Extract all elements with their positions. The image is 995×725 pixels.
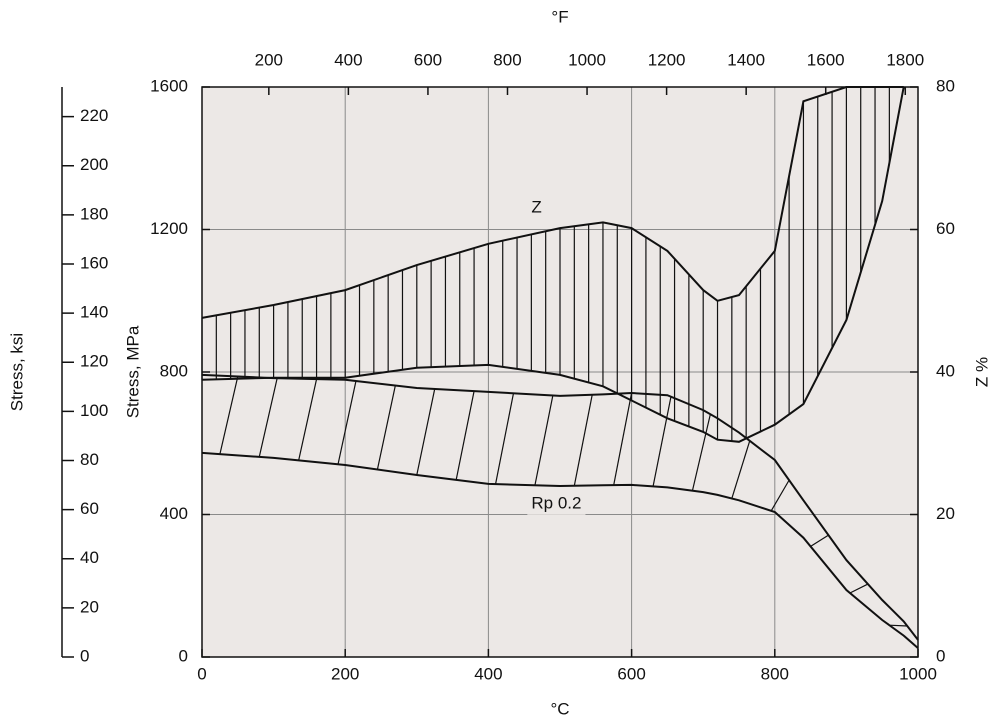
hatch	[494, 393, 515, 485]
x-tick-label: 600	[617, 664, 645, 683]
y3-tick-label: 180	[80, 204, 108, 223]
x2-tick-label: 800	[493, 50, 521, 69]
y2-tick-label: 0	[936, 646, 945, 665]
x2-axis-label: °F	[551, 7, 568, 26]
y3-tick-label: 160	[80, 253, 108, 272]
y3-axis-label: Stress, ksi	[7, 333, 26, 411]
y-tick-label: 400	[160, 504, 188, 523]
y2-tick-label: 40	[936, 361, 955, 380]
hatch	[534, 395, 554, 486]
y-axis-label: Stress, MPa	[123, 325, 142, 418]
x-tick-label: 800	[761, 664, 789, 683]
curve	[201, 451, 919, 649]
hatch	[416, 388, 436, 476]
x2-tick-label: 1800	[886, 50, 924, 69]
y-tick-label: 0	[179, 646, 188, 665]
x-tick-label: 0	[197, 664, 206, 683]
y3-tick-label: 120	[80, 352, 108, 371]
y3-tick-label: 80	[80, 450, 99, 469]
x2-tick-label: 1200	[648, 50, 686, 69]
y3-tick-label: 20	[80, 597, 99, 616]
annotation-bg	[527, 197, 546, 220]
y2-tick-label: 80	[936, 76, 955, 95]
y3-tick-label: 220	[80, 106, 108, 125]
hatch	[219, 376, 239, 455]
hatch	[889, 624, 908, 627]
y3-tick-label: 40	[80, 548, 99, 567]
curve	[201, 86, 905, 443]
curve	[201, 86, 904, 319]
hatch	[731, 440, 751, 499]
hatch	[770, 479, 790, 512]
hatch	[573, 394, 593, 486]
x-tick-label: 200	[331, 664, 359, 683]
x-tick-label: 1000	[899, 664, 937, 683]
hatch	[376, 385, 396, 470]
x-axis-label: °C	[550, 699, 569, 718]
hatch	[258, 378, 278, 457]
hatch	[298, 378, 318, 461]
y3-tick-label: 140	[80, 303, 108, 322]
annotation: Rp 0.2	[531, 493, 581, 512]
curve	[201, 373, 919, 641]
x2-tick-label: 400	[334, 50, 362, 69]
x-tick-label: 400	[474, 664, 502, 683]
hatch	[652, 396, 672, 487]
y3-tick-label: 60	[80, 499, 99, 518]
y3-tick-label: 200	[80, 155, 108, 174]
x2-tick-label: 1000	[568, 50, 606, 69]
hatch	[810, 534, 829, 547]
x2-tick-label: 1400	[727, 50, 765, 69]
y-tick-label: 800	[160, 361, 188, 380]
y2-tick-label: 20	[936, 504, 955, 523]
annotation-bg	[527, 492, 586, 515]
y3-tick-label: 100	[80, 401, 108, 420]
hatch	[691, 414, 711, 491]
annotation: Z	[531, 198, 541, 217]
x2-tick-label: 600	[414, 50, 442, 69]
hatch	[337, 380, 357, 465]
x2-tick-label: 200	[255, 50, 283, 69]
x2-tick-label: 1600	[807, 50, 845, 69]
y3-tick-label: 0	[80, 646, 89, 665]
y2-tick-label: 60	[936, 219, 955, 238]
hatch	[455, 391, 475, 480]
y-tick-label: 1200	[150, 219, 188, 238]
y2-axis-label: Z %	[972, 357, 991, 387]
y-tick-label: 1600	[150, 76, 188, 95]
hatch	[613, 392, 633, 486]
hatch	[849, 583, 869, 594]
